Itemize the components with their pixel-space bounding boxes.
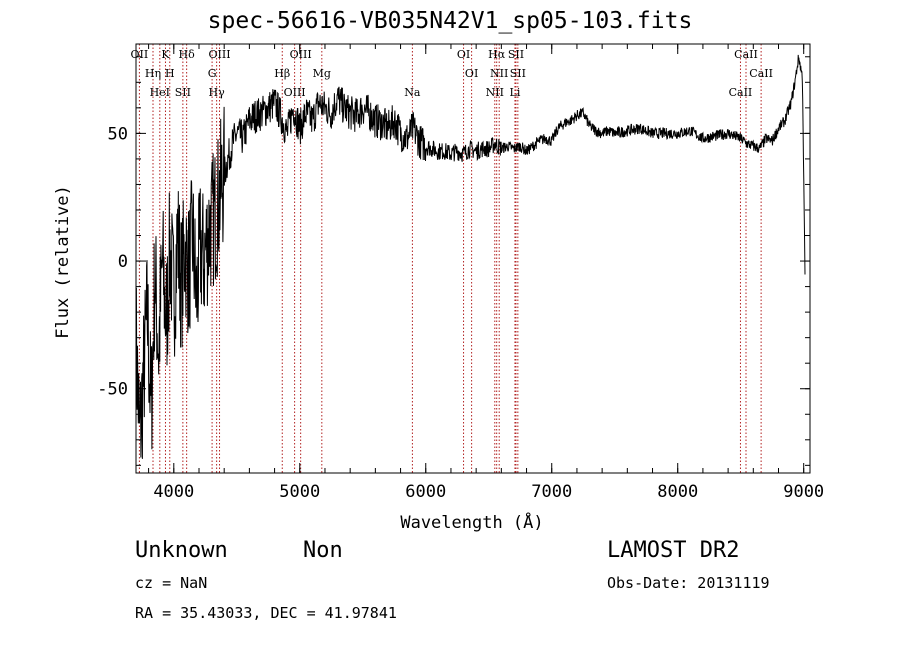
x-tick-label: 5000 [279,482,320,502]
y-axis: -50 0 50 [97,56,810,466]
object-subclass: Non [303,538,343,563]
line-label: CaII [729,86,753,99]
line-label: Hγ [209,86,226,99]
line-label: NII [486,86,504,99]
redshift-text: cz = NaN [135,574,208,592]
line-label: Hβ [274,67,290,80]
line-label: SII [510,67,526,80]
object-class: Unknown [135,538,228,563]
line-label: OIII [284,86,306,99]
line-label: SII [175,86,191,99]
line-label: OI [457,48,470,61]
line-label: CaII [734,48,758,61]
line-label: Hδ [179,48,196,61]
y-axis-label: Flux (relative) [53,185,73,339]
line-label: HeI [150,86,170,99]
line-label: K [161,48,170,61]
x-tick-label: 7000 [531,482,572,502]
x-axis-label: Wavelength (Å) [400,511,543,533]
x-axis: 4000 5000 6000 7000 8000 9000 [148,44,824,502]
line-markers [138,44,762,473]
line-label: Hη [145,67,161,80]
line-label: G [208,67,217,80]
plot-frame [135,43,811,474]
line-label: Na [404,86,421,99]
x-tick-label: 6000 [405,482,446,502]
coordinates-text: RA = 35.43033, DEC = 41.97841 [135,604,397,622]
line-label: NII [490,67,508,80]
chart-title: spec-56616-VB035N42V1_sp05-103.fits [207,8,693,34]
observation-date: Obs-Date: 20131119 [607,574,770,592]
line-label: OIII [290,48,312,61]
line-label: OI [465,67,478,80]
line-label: OIII [208,48,230,61]
line-label: CaII [749,67,773,80]
line-label: Mg [313,67,331,80]
line-label: Li [510,86,521,99]
x-tick-label: 9000 [783,482,824,502]
flux-series-line [135,54,806,459]
line-labels: OIIHηHeIKHSIIHδGHγOIIIHβOIIIOIIIMgNaOIOI… [131,48,773,99]
y-tick-label: 0 [118,252,128,272]
x-tick-label: 4000 [153,482,194,502]
survey-name: LAMOST DR2 [607,538,740,563]
y-tick-label: -50 [97,380,128,400]
line-label: H [165,67,175,80]
line-label: Hα [488,48,506,61]
y-tick-label: 50 [108,124,128,144]
line-label: SII [508,48,524,61]
x-tick-label: 8000 [657,482,698,502]
line-label: OII [131,48,149,61]
